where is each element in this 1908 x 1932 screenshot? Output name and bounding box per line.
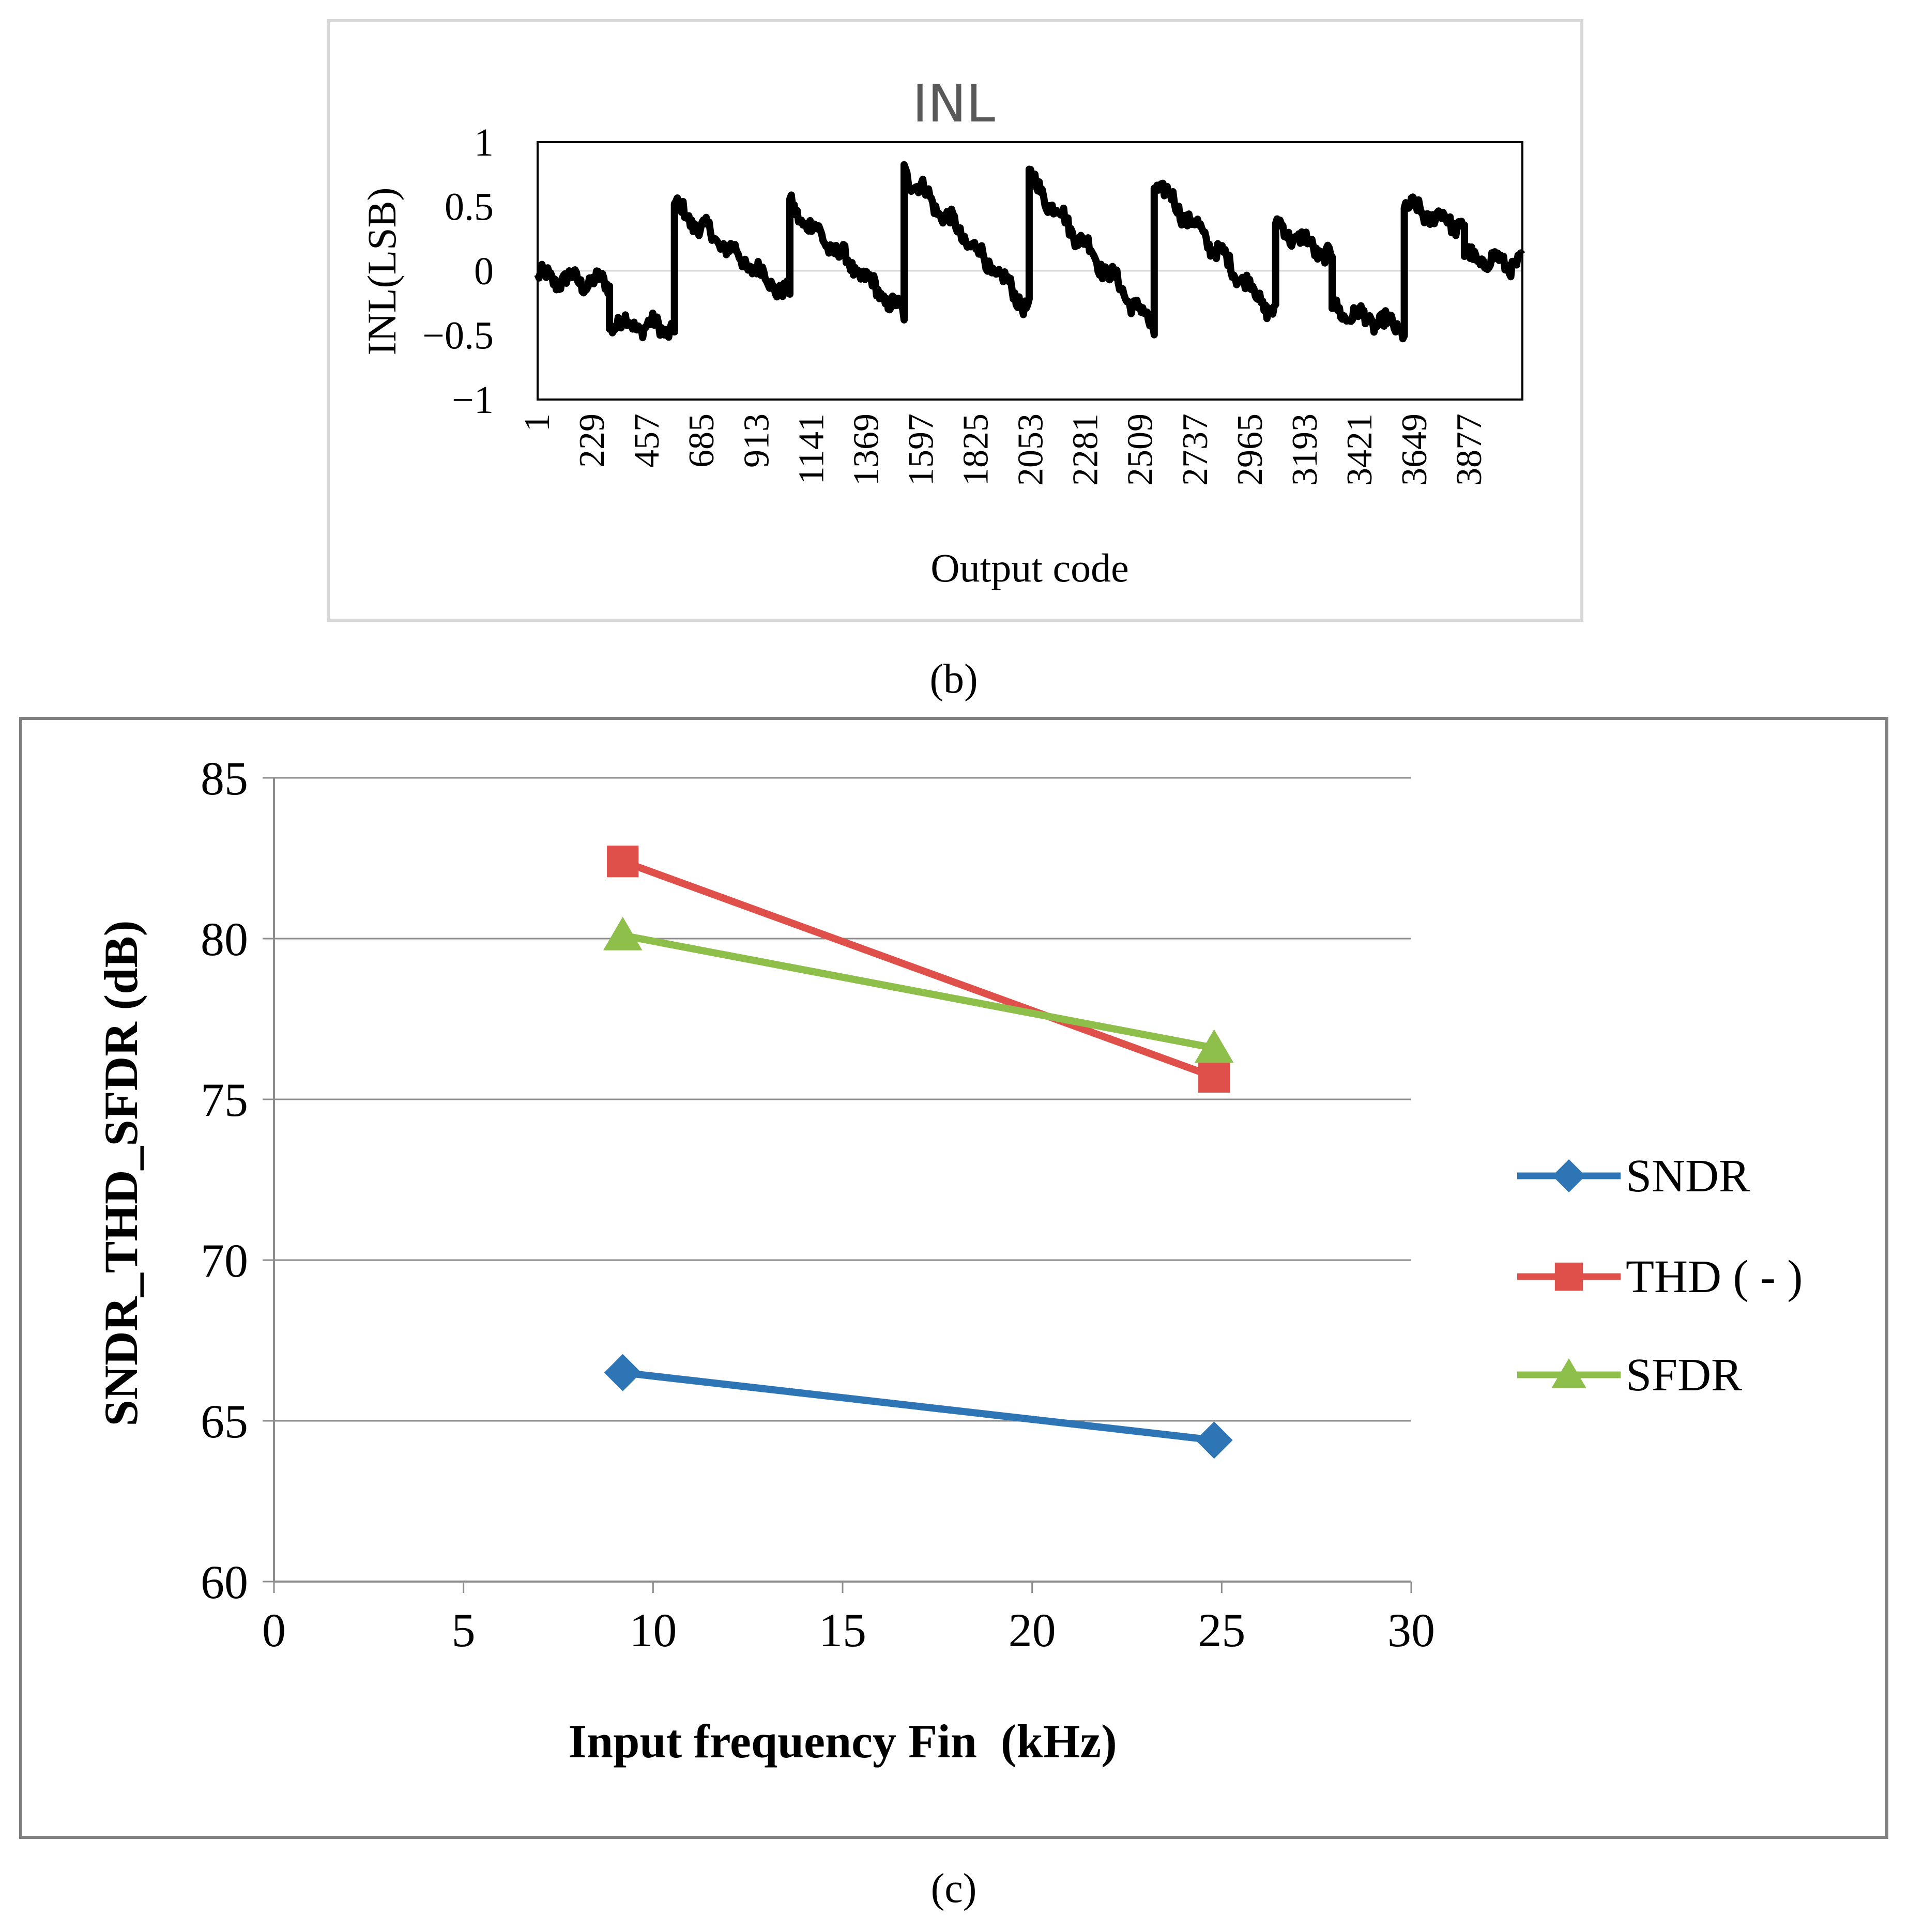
inl-y-axis: 1 0.5 0 −0.5 −1 xyxy=(422,121,494,422)
inl-x-axis-label: Output code xyxy=(930,545,1128,590)
inl-plot-border xyxy=(537,141,1523,401)
legend-thd-marker xyxy=(1554,1262,1583,1291)
inl-x-tick-label: 2281 xyxy=(1066,413,1106,486)
caption-b: (b) xyxy=(929,656,978,702)
inl-y-tick-label: 0 xyxy=(474,250,494,293)
sfdr-point xyxy=(1194,1029,1234,1063)
dynamic-y-tick-label: 80 xyxy=(201,913,248,965)
inl-x-tick-label: 1141 xyxy=(791,413,831,484)
dynamic-legend: SNDR THD ( - ) SFDR xyxy=(1517,1151,1803,1401)
dynamic-y-tick-label: 85 xyxy=(201,752,248,805)
dynamic-y-tick-label: 75 xyxy=(201,1074,248,1126)
sndr-point xyxy=(604,1354,642,1391)
dynamic-y-tick-label: 60 xyxy=(201,1556,248,1608)
dynamic-y-tick-label: 70 xyxy=(201,1234,248,1287)
sndr-series-line xyxy=(622,1369,1215,1444)
legend-sfdr-label: SFDR xyxy=(1626,1350,1742,1401)
legend-thd-label: THD ( - ) xyxy=(1626,1251,1803,1302)
sfdr-point xyxy=(603,916,643,950)
inl-x-tick-label: 913 xyxy=(737,413,776,468)
inl-x-tick-label: 3193 xyxy=(1285,413,1325,486)
dynamic-x-tick-label: 0 xyxy=(262,1604,286,1657)
inl-x-tick-label: 457 xyxy=(627,413,667,468)
inl-x-tick-label: 1 xyxy=(517,413,557,432)
dynamic-y-axis-label: SNDR_THD_SFDR (dB) xyxy=(95,921,147,1427)
dynamic-x-tick-label: 30 xyxy=(1387,1604,1435,1657)
dynamic-x-tick-label: 5 xyxy=(452,1604,476,1657)
inl-x-axis: 1 229 457 685 913 1141 1369 1597 1825 2053 2281 250… xyxy=(517,413,1489,486)
legend-sndr-label: SNDR xyxy=(1626,1151,1750,1202)
inl-y-tick-label: −0.5 xyxy=(422,314,494,358)
dynamic-x-axis-label: Input frequency Fin (kHz) xyxy=(568,1715,1117,1768)
inl-y-tick-label: −1 xyxy=(452,378,494,422)
inl-x-tick-label: 3421 xyxy=(1340,413,1380,486)
dynamic-y-axis: 60 65 70 75 80 85 xyxy=(201,752,274,1608)
inl-x-tick-label: 2965 xyxy=(1230,413,1270,486)
inl-y-axis-label: INL(LSB) xyxy=(359,188,404,356)
thd-series-line xyxy=(621,858,1216,1081)
dynamic-x-tick-label: 15 xyxy=(819,1604,866,1657)
thd-point xyxy=(1198,1061,1230,1093)
inl-x-tick-label: 229 xyxy=(572,413,612,468)
dynamic-x-tick-label: 25 xyxy=(1198,1604,1245,1657)
inl-series-line xyxy=(534,161,1525,343)
dynamic-gridlines xyxy=(274,777,1411,1422)
inl-x-tick-label: 2509 xyxy=(1121,413,1161,486)
inl-x-tick-label: 1825 xyxy=(956,413,996,486)
sfdr-series-line xyxy=(622,931,1215,1052)
inl-chart: INL 1 0.5 0 −0.5 −1 1 229 457 685 913 1141 1369 159… xyxy=(327,19,1583,622)
inl-title: INL xyxy=(912,73,995,134)
caption-c: (c) xyxy=(931,1866,977,1911)
inl-x-tick-label: 685 xyxy=(682,413,722,468)
dynamic-series xyxy=(603,846,1234,1459)
inl-x-tick-label: 1369 xyxy=(846,413,886,486)
sndr-point xyxy=(1195,1421,1233,1459)
inl-y-tick-label: 1 xyxy=(474,121,494,164)
inl-x-tick-label: 3649 xyxy=(1395,413,1434,486)
inl-x-tick-label: 2053 xyxy=(1011,413,1051,486)
inl-y-tick-label: 0.5 xyxy=(445,186,494,229)
dynamic-chart: 60 65 70 75 80 85 0 5 10 15 20 25 30 SNDR_THD_SFDR … xyxy=(19,717,1888,1839)
inl-x-tick-label: 2737 xyxy=(1176,413,1215,486)
inl-x-tick-label: 1597 xyxy=(901,413,941,486)
legend-sndr-marker xyxy=(1552,1159,1585,1192)
dynamic-x-tick-label: 10 xyxy=(629,1604,677,1657)
legend-sfdr-marker xyxy=(1551,1358,1586,1388)
inl-x-tick-label: 3877 xyxy=(1449,413,1489,486)
dynamic-x-axis: 0 5 10 15 20 25 30 xyxy=(262,1582,1435,1657)
dynamic-x-tick-label: 20 xyxy=(1009,1604,1056,1657)
thd-point xyxy=(607,846,639,878)
dynamic-y-tick-label: 65 xyxy=(201,1395,248,1448)
